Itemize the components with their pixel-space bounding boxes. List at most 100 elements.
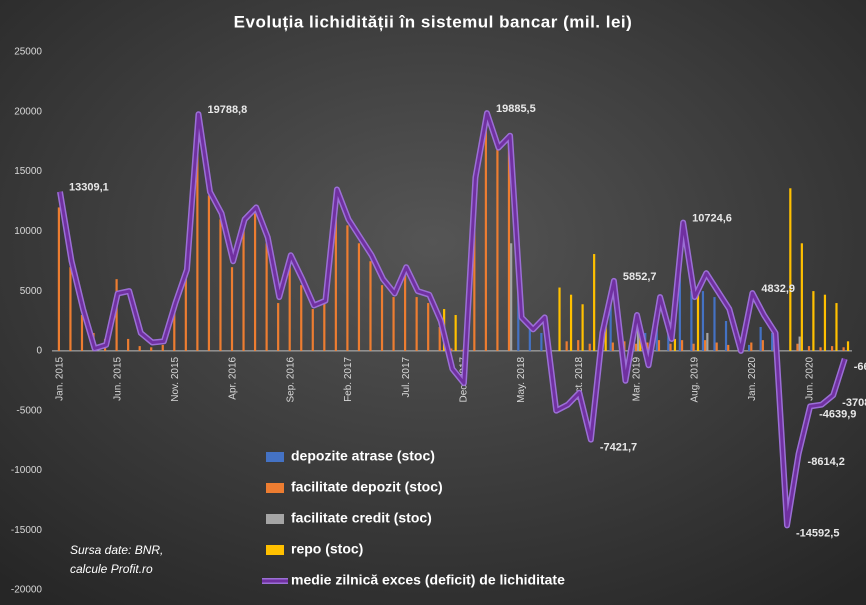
bar	[724, 321, 728, 351]
data-label: -14592,5	[796, 527, 839, 539]
x-tick-label: May. 2018	[516, 356, 527, 402]
legend-label: repo (stoc)	[291, 541, 363, 557]
bar	[277, 303, 280, 351]
bar	[609, 291, 612, 351]
bar	[637, 319, 640, 351]
source-note: calcule Profit.ro	[70, 562, 153, 576]
bar	[369, 261, 372, 351]
bar	[300, 285, 303, 351]
bar	[789, 188, 792, 351]
bar	[657, 340, 661, 351]
bar	[569, 294, 573, 351]
data-label: 4832,9	[761, 283, 795, 295]
legend-label: facilitate depozit (stoc)	[291, 479, 443, 495]
x-tick-label: Nov. 2015	[170, 356, 181, 401]
bar	[796, 343, 799, 351]
bar	[842, 347, 845, 351]
bar	[835, 303, 838, 351]
bar	[655, 321, 658, 351]
bar	[150, 347, 153, 351]
bar	[517, 279, 520, 351]
bar	[581, 304, 584, 351]
data-label: 10724,6	[692, 213, 732, 225]
bar	[634, 343, 637, 351]
x-tick-label: Jan. 2020	[747, 356, 758, 400]
bar	[667, 326, 670, 351]
bar	[311, 309, 314, 351]
bar	[450, 348, 453, 351]
bar	[565, 341, 568, 351]
bar	[196, 123, 199, 351]
bar	[819, 347, 822, 351]
bar	[761, 340, 764, 351]
bar	[611, 342, 614, 351]
bar	[219, 219, 222, 351]
bar	[540, 332, 543, 351]
bar	[713, 297, 716, 351]
chart-title: Evoluția lichidității în sistemul bancar…	[234, 12, 633, 31]
y-tick-label: -10000	[11, 465, 43, 476]
bar	[846, 341, 850, 351]
bar	[484, 123, 487, 351]
bar	[380, 285, 384, 351]
bar	[748, 344, 751, 351]
bar	[704, 340, 707, 351]
data-label: -8614,2	[808, 456, 845, 468]
bar	[242, 225, 245, 351]
x-tick-label: Jun. 2020	[805, 356, 816, 400]
data-label: 19788,8	[207, 104, 247, 116]
x-tick-label: Apr. 2016	[228, 356, 239, 399]
bar	[690, 291, 693, 351]
data-label: -7421,7	[600, 442, 637, 454]
data-label: 19885,5	[496, 103, 536, 115]
bar	[127, 338, 130, 351]
bar	[507, 141, 511, 351]
bar	[812, 291, 815, 351]
bar	[184, 273, 187, 351]
bar	[80, 315, 84, 351]
bar	[230, 267, 234, 351]
bar	[759, 326, 762, 351]
legend-label: medie zilnică exces (deficit) de lichidi…	[291, 572, 565, 588]
bar	[669, 343, 672, 351]
x-tick-label: Jul. 2017	[401, 356, 412, 397]
bar	[265, 243, 268, 351]
bar	[807, 346, 811, 351]
bar	[588, 343, 591, 351]
bar	[701, 291, 705, 351]
bar	[750, 342, 753, 351]
y-tick-label: 25000	[14, 47, 42, 58]
bar	[415, 297, 418, 351]
legend-swatch	[266, 514, 284, 524]
x-tick-label: Aug. 2019	[689, 356, 700, 402]
bar	[173, 303, 176, 351]
bar	[678, 267, 681, 351]
bar	[334, 195, 337, 351]
y-tick-label: 0	[36, 346, 42, 357]
bar	[771, 332, 774, 351]
bar	[207, 195, 211, 351]
data-label: 5852,7	[623, 271, 657, 283]
bar	[427, 303, 430, 351]
bar	[138, 346, 141, 351]
y-tick-label: 5000	[20, 286, 43, 297]
bar	[680, 340, 684, 351]
x-tick-label: Feb. 2017	[343, 356, 354, 401]
y-tick-label: -5000	[16, 405, 42, 416]
bar	[604, 315, 607, 351]
legend-swatch	[266, 483, 284, 493]
bar	[510, 243, 513, 351]
bar	[161, 344, 164, 351]
y-tick-label: 20000	[14, 106, 42, 117]
bar	[823, 294, 827, 351]
x-tick-label: Jan. 2015	[55, 356, 66, 400]
legend-swatch	[266, 545, 284, 555]
bar	[404, 273, 407, 351]
bar	[558, 287, 561, 351]
bar	[473, 177, 476, 351]
bar	[496, 147, 499, 351]
bar	[577, 340, 580, 351]
bar	[115, 279, 118, 351]
bar	[727, 344, 730, 351]
bar	[673, 338, 677, 351]
